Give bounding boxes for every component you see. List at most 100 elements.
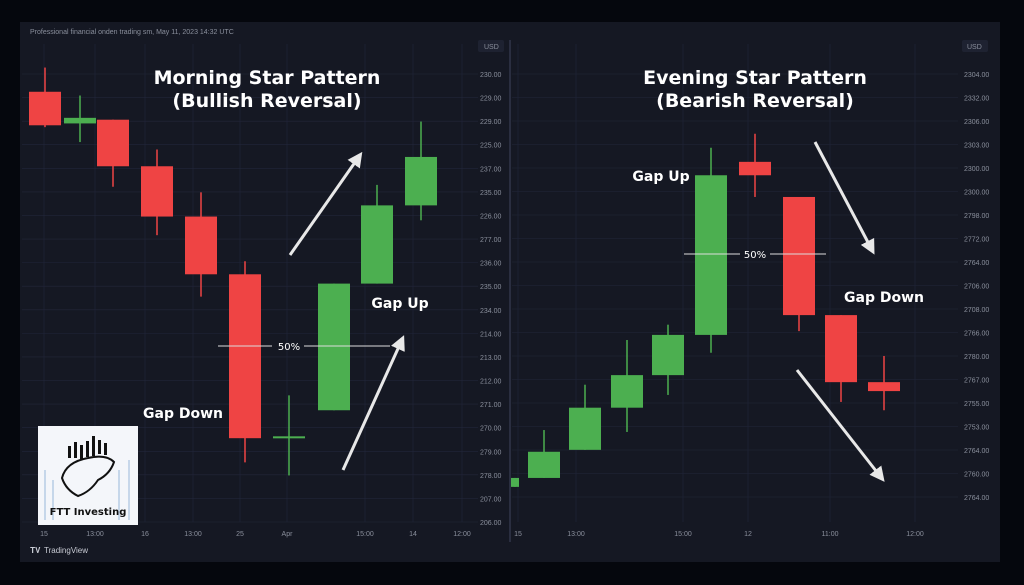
y-tick-label: 2304.00 [964,72,989,79]
y-tick-label: 2300.00 [964,166,989,173]
tradingview-brand[interactable]: TradingView [44,546,88,555]
x-tick-label: 13:00 [86,531,104,538]
candle [528,430,560,478]
y-tick-label: 2300.00 [964,190,989,197]
candle-body [695,175,727,335]
candle [141,149,173,236]
x-tick-label: 12:00 [453,531,471,538]
candle-body [528,451,560,478]
candle [29,67,61,128]
candle-body [273,436,305,439]
left-gap-up-label: Gap Up [371,296,428,312]
candle [739,133,771,197]
candle [868,355,900,411]
arrow-up-icon [288,151,363,256]
candle-body [318,283,350,411]
left-chart-subtitle: (Bullish Reversal) [172,90,361,112]
right-gap-up-label: Gap Up [632,169,689,185]
candle [569,384,601,450]
right-chart-subtitle: (Bearish Reversal) [656,90,854,112]
y-tick-label: 2764.00 [964,495,989,502]
y-tick-label: 237.00 [480,166,502,173]
y-tick-label: 2766.00 [964,331,989,338]
candle [783,196,815,332]
right-chart-title: Evening Star Pattern [643,67,867,89]
candle-body [64,117,96,124]
candle-body [611,375,643,408]
left-gap-down-label: Gap Down [143,406,223,422]
header-caption: Professional financial onden trading sm,… [30,29,234,36]
y-tick-label: 207.00 [480,496,502,503]
right-currency-badge [962,40,988,52]
x-tick-label: 15:00 [356,531,374,538]
y-tick-label: 234.00 [480,308,502,315]
x-tick-label: 11:00 [822,531,839,538]
arrow-down-icon [813,141,875,255]
right-candles [511,133,900,487]
candle [361,184,393,284]
y-tick-label: 2798.00 [964,213,989,220]
y-tick-label: 2332.00 [964,96,989,103]
x-tick-label: Apr [282,531,294,538]
right-grid [512,44,958,522]
candle [185,192,217,297]
arrow-down-icon [795,369,885,482]
right-currency: USD [967,44,982,51]
y-tick-label: 278.00 [480,473,502,480]
left-chart-title: Morning Star Pattern [154,67,381,89]
x-tick-label: 13:00 [184,531,202,538]
left-midpoint-label: 50% [278,342,300,353]
y-tick-label: 277.00 [480,237,502,244]
y-tick-label: 212.00 [480,379,502,386]
left-currency: USD [484,44,499,51]
candle [405,121,437,221]
candle-body [868,382,900,392]
candle-body [739,161,771,176]
left-candles [29,67,437,476]
y-tick-label: 214.00 [480,331,502,338]
logo-text: FTT Investing [50,507,127,518]
x-tick-label: 12 [744,531,752,538]
y-tick-label: 230.00 [480,72,502,79]
candle-body [97,119,129,167]
y-tick-label: 226.00 [480,213,502,220]
candle-body [511,477,519,487]
candle [273,395,305,476]
candle-body [825,315,857,383]
y-tick-label: 279.00 [480,449,502,456]
x-tick-label: 15:00 [674,531,692,538]
candle [229,261,261,463]
y-tick-label: 229.00 [480,96,502,103]
x-tick-label: 13:00 [567,531,585,538]
y-tick-label: 2303.00 [964,143,989,150]
x-tick-label: 15 [40,531,48,538]
candle-body [141,166,173,217]
tradingview-icon: 𝐓𝐕 [30,546,41,555]
candle [64,95,96,143]
right-gap-down-label: Gap Down [844,290,924,306]
y-tick-label: 271.00 [480,402,502,409]
y-tick-label: 270.00 [480,426,502,433]
y-tick-label: 2753.00 [964,425,989,432]
candle [695,147,727,353]
y-tick-label: 229.00 [480,119,502,126]
candle-body [29,91,61,126]
candle [318,283,350,411]
y-tick-label: 2760.00 [964,472,989,479]
y-tick-label: 2306.00 [964,119,989,126]
y-tick-label: 2772.00 [964,237,989,244]
candle-body [229,274,261,439]
x-tick-label: 15 [514,531,522,538]
x-tick-label: 16 [141,531,149,538]
y-tick-label: 225.00 [480,143,502,150]
candle [97,119,129,187]
candle-body [185,216,217,275]
y-tick-label: 2706.00 [964,284,989,291]
y-tick-label: 235.00 [480,190,502,197]
candle [611,340,643,432]
y-tick-label: 2780.00 [964,354,989,361]
candle [511,477,519,487]
y-tick-label: 2755.00 [964,401,989,408]
y-tick-label: 2708.00 [964,307,989,314]
